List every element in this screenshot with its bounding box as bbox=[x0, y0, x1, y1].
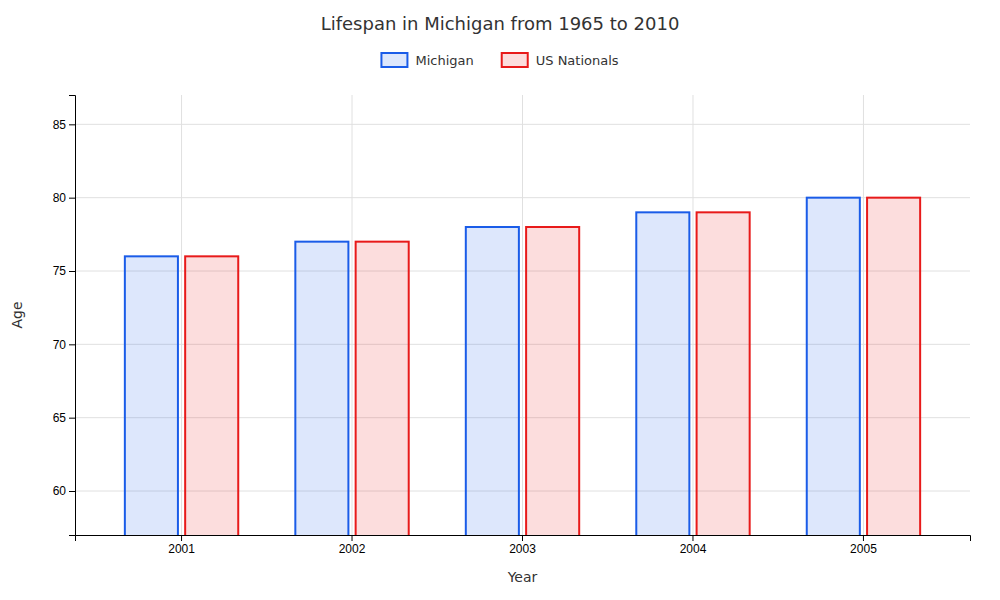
x-grid-line bbox=[863, 95, 864, 535]
legend-swatch bbox=[502, 53, 528, 67]
legend-swatch bbox=[381, 53, 407, 67]
x-grid-line bbox=[181, 95, 182, 535]
bar-series bbox=[185, 198, 920, 535]
chart-container: 2001 2002 2003 2004 2005 60 65 70 75 80 85 Lifespan… bbox=[0, 0, 1000, 600]
y-tick-mark bbox=[69, 418, 75, 419]
bar bbox=[466, 227, 519, 535]
x-axis-title: Year bbox=[507, 569, 538, 585]
y-tick-mark bbox=[69, 344, 75, 345]
y-tick: 85 bbox=[53, 118, 75, 132]
x-tick-label: 2003 bbox=[509, 542, 536, 556]
legend-label: US Nationals bbox=[536, 53, 619, 68]
x-tick: 2002 bbox=[339, 535, 366, 556]
y-tick-label: 85 bbox=[53, 118, 67, 132]
x-tick-mark bbox=[352, 535, 353, 541]
plot-area: 2001 2002 2003 2004 2005 60 65 70 75 80 85 bbox=[53, 95, 971, 600]
bar bbox=[295, 242, 348, 535]
y-tick-mark bbox=[69, 271, 75, 272]
y-tick-label: 60 bbox=[53, 484, 67, 498]
y-tick-mark bbox=[69, 124, 75, 125]
x-tick-label: 2005 bbox=[850, 542, 877, 556]
y-tick-mark bbox=[69, 198, 75, 199]
x-tick-mark bbox=[181, 535, 182, 541]
x-tick-label: 2002 bbox=[339, 542, 366, 556]
y-tick-label: 75 bbox=[53, 264, 67, 278]
chart-svg: 2001 2002 2003 2004 2005 60 65 70 75 80 85 Lifespan… bbox=[0, 0, 1000, 600]
y-tick: 75 bbox=[53, 264, 75, 278]
x-tick-label: 2004 bbox=[680, 542, 707, 556]
x-grid-line bbox=[352, 95, 353, 535]
bar bbox=[356, 242, 409, 535]
y-axis-line bbox=[69, 96, 76, 536]
bar bbox=[807, 198, 860, 535]
y-tick: 70 bbox=[53, 338, 75, 352]
chart-title: Lifespan in Michigan from 1965 to 2010 bbox=[321, 13, 680, 34]
x-tick: 2005 bbox=[850, 535, 877, 556]
bar bbox=[125, 256, 178, 535]
legend-item: US Nationals bbox=[502, 53, 619, 68]
bar bbox=[636, 212, 689, 535]
y-axis: 60 65 70 75 80 85 bbox=[53, 96, 76, 536]
x-axis: 2001 2002 2003 2004 2005 bbox=[76, 535, 971, 556]
bars bbox=[125, 198, 920, 535]
x-grid-line bbox=[522, 95, 523, 535]
y-tick: 80 bbox=[53, 191, 75, 205]
x-axis-line bbox=[76, 536, 971, 542]
y-tick-label: 80 bbox=[53, 191, 67, 205]
bar bbox=[526, 227, 579, 535]
y-tick-label: 70 bbox=[53, 338, 67, 352]
x-tick-mark bbox=[692, 535, 693, 541]
x-tick: 2001 bbox=[168, 535, 195, 556]
x-tick: 2004 bbox=[680, 535, 707, 556]
x-grid-line bbox=[692, 95, 693, 535]
x-tick: 2003 bbox=[509, 535, 536, 556]
legend-label: Michigan bbox=[415, 53, 473, 68]
x-tick-mark bbox=[863, 535, 864, 541]
legend: Michigan US Nationals bbox=[381, 53, 618, 68]
bar bbox=[697, 212, 750, 535]
y-tick: 65 bbox=[53, 411, 75, 425]
y-tick-label: 65 bbox=[53, 411, 67, 425]
x-tick-mark bbox=[522, 535, 523, 541]
y-tick-mark bbox=[69, 491, 75, 492]
legend-item: Michigan bbox=[381, 53, 473, 68]
bar bbox=[185, 256, 238, 535]
bar-series bbox=[125, 198, 860, 535]
bar bbox=[867, 198, 920, 535]
x-tick-label: 2001 bbox=[168, 542, 195, 556]
y-tick: 60 bbox=[53, 484, 75, 498]
y-axis-title: Age bbox=[9, 301, 25, 328]
